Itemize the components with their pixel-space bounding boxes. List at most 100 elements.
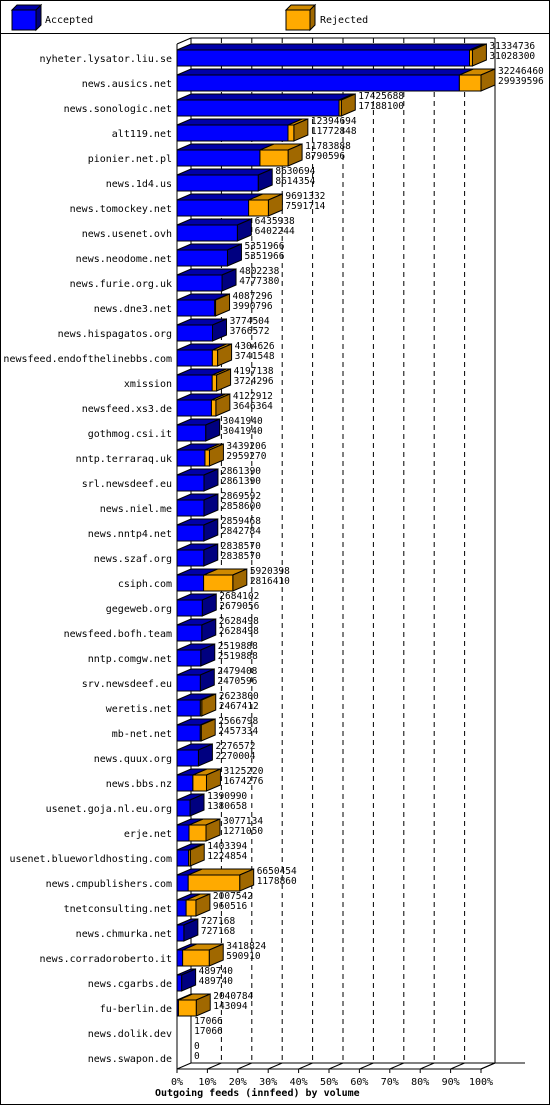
value-label-total: 12394694 — [311, 116, 357, 127]
bar-rejected-front — [182, 949, 210, 967]
bar-accepted-front — [176, 774, 194, 792]
bar-accepted-front — [176, 499, 205, 517]
category-label: csiph.com — [118, 579, 172, 590]
value-label-accepted: 2838570 — [221, 551, 261, 562]
value-label-accepted: 3041940 — [223, 426, 263, 437]
category-label: pionier.net.pl — [88, 154, 172, 165]
bar-rejected-front — [248, 199, 269, 217]
category-label: alt119.net — [112, 129, 172, 140]
category-label: news.swapon.de — [88, 1054, 172, 1065]
value-label-accepted: 3766572 — [230, 326, 270, 337]
category-label: newsfeed.endofthelinebbs.com — [3, 354, 172, 365]
value-label-accepted: 17066 — [194, 1026, 223, 1037]
category-label: news.hispagatos.org — [58, 329, 172, 340]
bar-rejected — [177, 993, 211, 1017]
bar-accepted — [176, 518, 219, 542]
bar-accepted-top — [176, 43, 484, 51]
bar-accepted-front — [176, 699, 201, 717]
bar-accepted — [176, 118, 303, 142]
value-label-accepted: 3990796 — [233, 301, 273, 312]
bar-accepted — [176, 43, 484, 67]
value-label-total: 17066 — [194, 1016, 223, 1027]
value-label-accepted: 2679056 — [219, 601, 259, 612]
bar-accepted-top — [176, 118, 303, 126]
value-label-total: 4197138 — [234, 366, 274, 377]
value-label-accepted: 1380658 — [207, 801, 247, 812]
value-label-accepted: 8614354 — [275, 176, 315, 187]
legend-swatch-rejected — [284, 3, 317, 32]
category-label: news.niel.me — [100, 504, 172, 515]
bar-accepted-front — [176, 524, 205, 542]
legend: Accepted Rejected — [0, 3, 550, 34]
bar-rejected — [187, 868, 255, 892]
bar-accepted — [176, 418, 221, 442]
bar-accepted-front — [176, 599, 203, 617]
legend-swatch-accepted — [10, 3, 43, 32]
bar-rejected — [259, 143, 303, 167]
value-label-total: 2040784 — [213, 991, 253, 1002]
x-tick-label: 0% — [171, 1077, 183, 1088]
value-label-total: 2628498 — [219, 616, 259, 627]
bar-accepted-top — [176, 68, 474, 76]
category-label: gothmog.csi.it — [88, 429, 172, 440]
x-tick-label: 100% — [469, 1077, 493, 1088]
value-label-total: 2519888 — [218, 641, 258, 652]
bar-accepted — [176, 643, 216, 667]
x-tick-label: 60% — [350, 1077, 368, 1088]
value-label-total: 2566798 — [218, 716, 258, 727]
bar-accepted-top — [176, 93, 354, 101]
category-label: news.szaf.org — [94, 554, 172, 565]
bar-rejected — [192, 768, 221, 792]
category-label: news.tomockey.net — [70, 204, 172, 215]
value-label-total: 32246460 — [498, 66, 544, 77]
category-label: srv.newsdeef.eu — [82, 679, 172, 690]
value-label-accepted: 2816410 — [250, 576, 290, 587]
category-label: tnetconsulting.net — [64, 904, 172, 915]
bar-accepted-front — [176, 874, 189, 892]
bar-accepted — [176, 443, 220, 467]
bar-accepted — [176, 93, 354, 117]
category-label: news.cmpublishers.com — [46, 879, 172, 890]
bar-rejected-front — [187, 874, 241, 892]
bar-accepted — [176, 243, 242, 267]
value-label-accepted: 29939596 — [498, 76, 544, 87]
legend-label-rejected: Rejected — [320, 15, 368, 26]
bar-rejected — [458, 68, 496, 92]
category-label: news.usenet.ovh — [82, 229, 172, 240]
bar-rejected — [287, 118, 309, 142]
floor-tick-line — [237, 1062, 252, 1070]
category-label: news.corradoroberto.it — [40, 954, 172, 965]
category-label: news.furie.org.uk — [70, 279, 172, 290]
plot-background — [177, 38, 495, 1069]
bar-accepted-front — [176, 99, 340, 117]
value-label-total: 489740 — [199, 966, 234, 977]
value-label-accepted: 1271050 — [223, 826, 263, 837]
bar-rejected-front — [211, 349, 219, 367]
x-tick-label: 40% — [290, 1077, 308, 1088]
bar-accepted-front — [176, 849, 190, 867]
bar-accepted-front — [176, 474, 205, 492]
value-label-total: 11783888 — [305, 141, 351, 152]
value-label-total: 31334736 — [489, 41, 535, 52]
value-label-accepted: 5351966 — [244, 251, 284, 262]
bar-accepted — [176, 343, 227, 367]
bar-accepted — [176, 593, 217, 617]
value-label-total: 2684102 — [219, 591, 259, 602]
bar-accepted-front — [176, 549, 205, 567]
bar-accepted-front — [176, 274, 223, 292]
value-label-total: 6650454 — [257, 866, 297, 877]
category-label: newsfeed.bofh.team — [64, 629, 172, 640]
bar-accepted-front — [176, 449, 206, 467]
value-label-accepted: 17188100 — [358, 101, 404, 112]
category-label: news.sonologic.net — [64, 104, 172, 115]
bar-accepted — [176, 843, 203, 867]
category-label: news.1d4.us — [106, 179, 172, 190]
value-label-accepted: 3741548 — [235, 351, 275, 362]
value-label-accepted: 2519888 — [218, 651, 258, 662]
floor-tick-line — [268, 1062, 283, 1070]
bar-accepted-front — [176, 799, 191, 817]
bar-accepted-front — [176, 199, 250, 217]
value-label-total: 3077134 — [223, 816, 263, 827]
category-label: xmission — [124, 379, 172, 390]
bar-rejected-front — [192, 774, 207, 792]
